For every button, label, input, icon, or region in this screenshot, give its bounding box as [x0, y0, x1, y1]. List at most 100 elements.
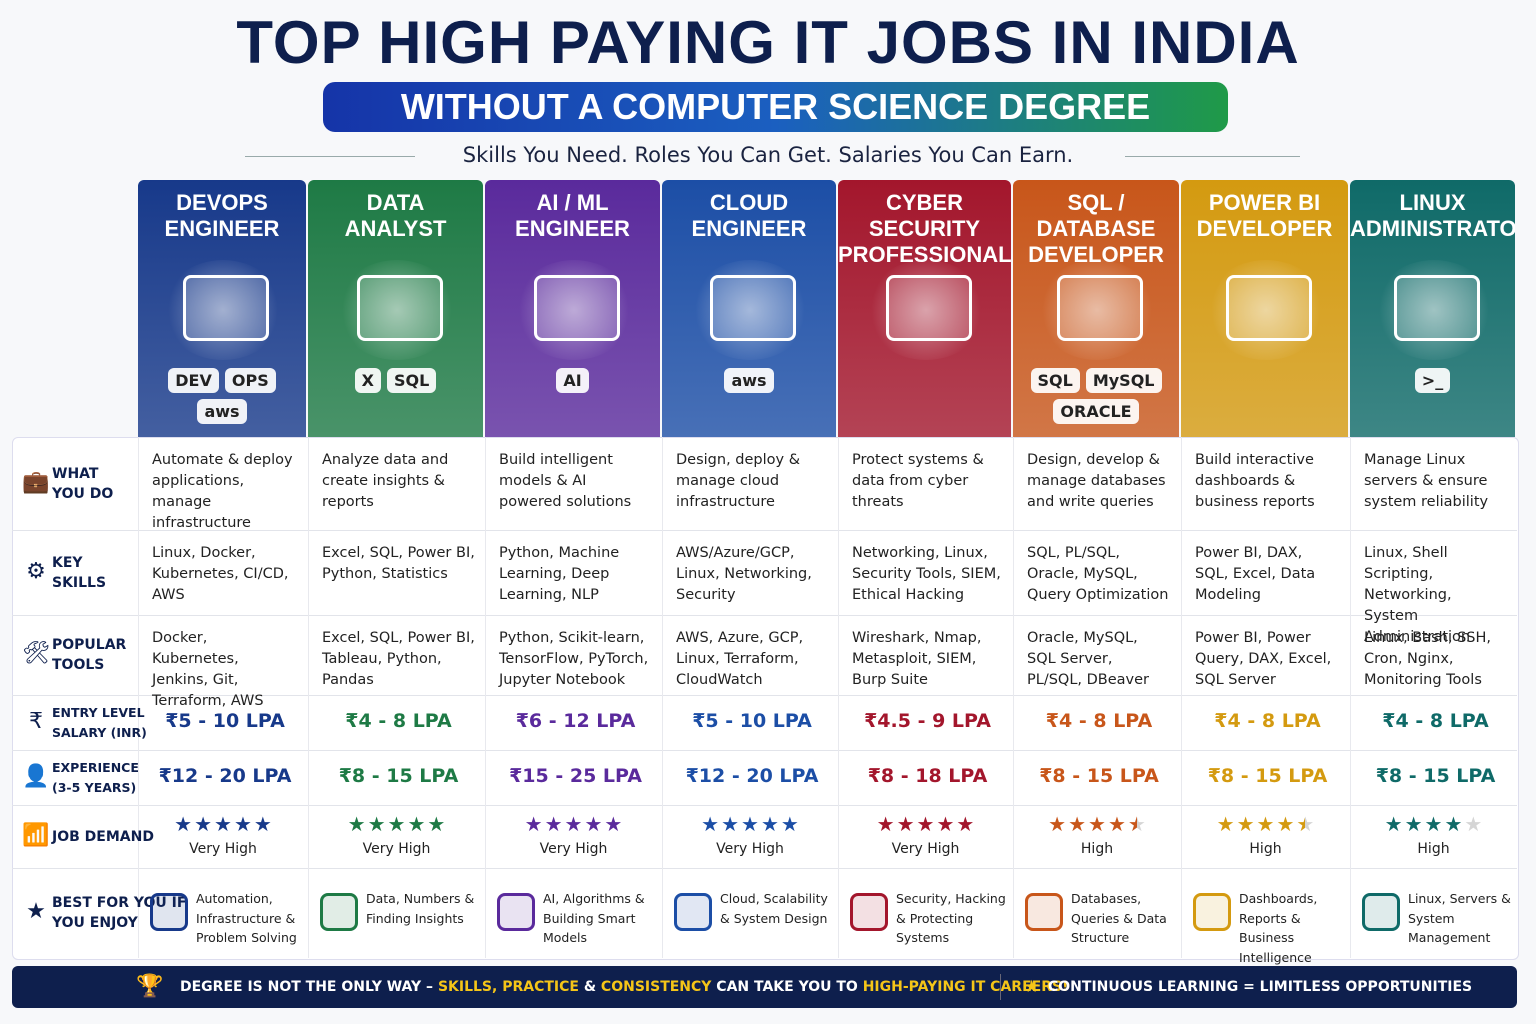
row-divider — [12, 695, 1517, 696]
tagline: Skills You Need. Roles You Can Get. Sala… — [462, 143, 1074, 167]
illustration — [533, 275, 620, 341]
enjoy-text: Databases, Queries & Data Structure — [1071, 891, 1167, 945]
star: ★ — [253, 812, 272, 836]
star: ★ — [1384, 812, 1403, 836]
cell-text: Excel, SQL, Power BI, Tableau, Python, P… — [322, 630, 475, 688]
row-divider — [12, 805, 1517, 806]
icon-label: AI — [556, 368, 589, 393]
footer-segment: DEGREE IS NOT THE ONLY WAY – — [180, 979, 438, 995]
icon-label: aws — [724, 368, 774, 393]
salary: ₹15 - 25 LPA — [509, 764, 642, 787]
icon-label: SQL — [1030, 368, 1080, 393]
row-label-line: TOOLS — [52, 657, 105, 673]
row-label: EXPERIENCE (3-5 YEARS) — [52, 758, 139, 798]
demand-label: High — [1249, 841, 1282, 857]
star: ★ — [347, 812, 366, 836]
star: ★ — [584, 812, 603, 836]
star: ★ — [760, 812, 779, 836]
job-title-line: LINUX — [1399, 190, 1466, 215]
illustration — [1393, 275, 1480, 341]
separator — [1000, 974, 1001, 1000]
column-divider — [1181, 437, 1182, 958]
salary: ₹4 - 8 LPA — [1382, 709, 1489, 732]
star: ★ — [1088, 812, 1106, 836]
star: ★ — [544, 812, 563, 836]
job-title-line: DEVOPS — [176, 190, 268, 215]
icon-label: >_ — [1414, 368, 1451, 393]
star: ★ — [1256, 812, 1275, 836]
star: ★ — [214, 812, 232, 836]
illustration — [356, 275, 443, 341]
salary: ₹8 - 15 LPA — [338, 764, 459, 787]
job-title-line: POWER BI — [1208, 190, 1321, 215]
demand-label: Very High — [891, 841, 960, 857]
illustration — [183, 275, 269, 341]
star: ★ — [427, 812, 446, 836]
enjoy-icon — [1362, 893, 1400, 931]
cell-text: Python, Scikit-learn, TensorFlow, PyTorc… — [499, 630, 649, 688]
row-label-line: ENTRY LEVEL — [52, 704, 145, 720]
row-icon: ₹ — [29, 708, 43, 734]
icon-labels: SQL MySQL ORACLE — [1013, 365, 1179, 427]
column-divider — [1350, 437, 1351, 958]
star: ★ — [1127, 812, 1146, 836]
icon-label: X — [354, 368, 381, 393]
salary: ₹4.5 - 9 LPA — [864, 709, 991, 732]
row-label-line: YOU ENJOY — [52, 915, 138, 931]
divider — [245, 156, 415, 157]
salary: ₹12 - 20 LPA — [158, 764, 292, 787]
star: ★ — [407, 812, 426, 836]
rating-stars: ★ ★ ★ ★ ★ — [308, 812, 485, 836]
job-title-line: ENGINEER — [515, 216, 630, 241]
cell-text: Excel, SQL, Power BI, Python, Statistics — [322, 545, 475, 582]
icon-labels: aws — [662, 365, 836, 396]
job-header: LINUX ADMINISTRATOR >_ — [1350, 180, 1515, 437]
job-header: DEVOPS ENGINEER DEV OPSaws — [138, 180, 306, 437]
enjoy-text: Automation, Infrastructure & Problem Sol… — [196, 891, 297, 945]
salary: ₹4 - 8 LPA — [1214, 709, 1321, 732]
enjoy-text: Data, Numbers & Finding Insights — [366, 891, 475, 926]
star: ★ — [174, 812, 193, 836]
star: ★ — [780, 812, 799, 836]
salary: ₹6 - 12 LPA — [515, 709, 636, 732]
row-label-line: EXPERIENCE — [52, 759, 139, 775]
star: ★ — [233, 812, 252, 836]
salary: ₹8 - 18 LPA — [867, 764, 988, 787]
row-icon: 🛠 — [22, 641, 50, 666]
star: ★ — [1444, 812, 1463, 836]
illustration — [1225, 275, 1312, 341]
demand-label: Very High — [189, 841, 257, 857]
star: ★ — [564, 812, 583, 836]
row-label-line: JOB DEMAND — [52, 828, 154, 845]
column-divider — [662, 437, 663, 958]
star: ★ — [896, 812, 915, 836]
star: ★ — [1048, 812, 1067, 836]
salary: ₹8 - 15 LPA — [1039, 764, 1159, 787]
footer-segment: SKILLS, PRACTICE — [437, 979, 579, 995]
row-label-line: YOU DO — [52, 485, 114, 502]
icon-labels: X SQL — [308, 365, 483, 396]
star: ★ — [936, 812, 955, 836]
star: ★ — [367, 812, 386, 836]
cell-text: Linux, Docker, Kubernetes, CI/CD, AWS — [152, 545, 289, 603]
enjoy-text: Cloud, Scalability & System Design — [720, 891, 828, 926]
row-divider — [12, 615, 1517, 616]
row-label-line: SKILLS — [52, 574, 107, 591]
row-label: POPULAR TOOLS — [52, 635, 126, 675]
job-title: CYBER SECURITY PROFESSIONAL — [838, 190, 1011, 268]
illustration — [710, 275, 796, 341]
row-label-line: KEY — [52, 554, 83, 571]
enjoy-icon — [1025, 893, 1063, 931]
star: ★ — [741, 812, 759, 836]
job-header: CYBER SECURITY PROFESSIONAL — [838, 180, 1011, 437]
cell-text: Build interactive dashboards & business … — [1195, 452, 1315, 510]
row-divider — [12, 530, 1517, 531]
cell-text: Python, Machine Learning, Deep Learning,… — [499, 545, 620, 603]
star: ★ — [916, 812, 935, 836]
row-icon: 💼 — [22, 469, 50, 495]
cell-text: Oracle, MySQL, SQL Server, PL/SQL, DBeav… — [1027, 630, 1150, 688]
salary: ₹4 - 8 LPA — [345, 709, 452, 732]
star: ★ — [1068, 812, 1087, 836]
row-icon: 📶 — [22, 822, 50, 848]
illustration — [885, 275, 972, 341]
